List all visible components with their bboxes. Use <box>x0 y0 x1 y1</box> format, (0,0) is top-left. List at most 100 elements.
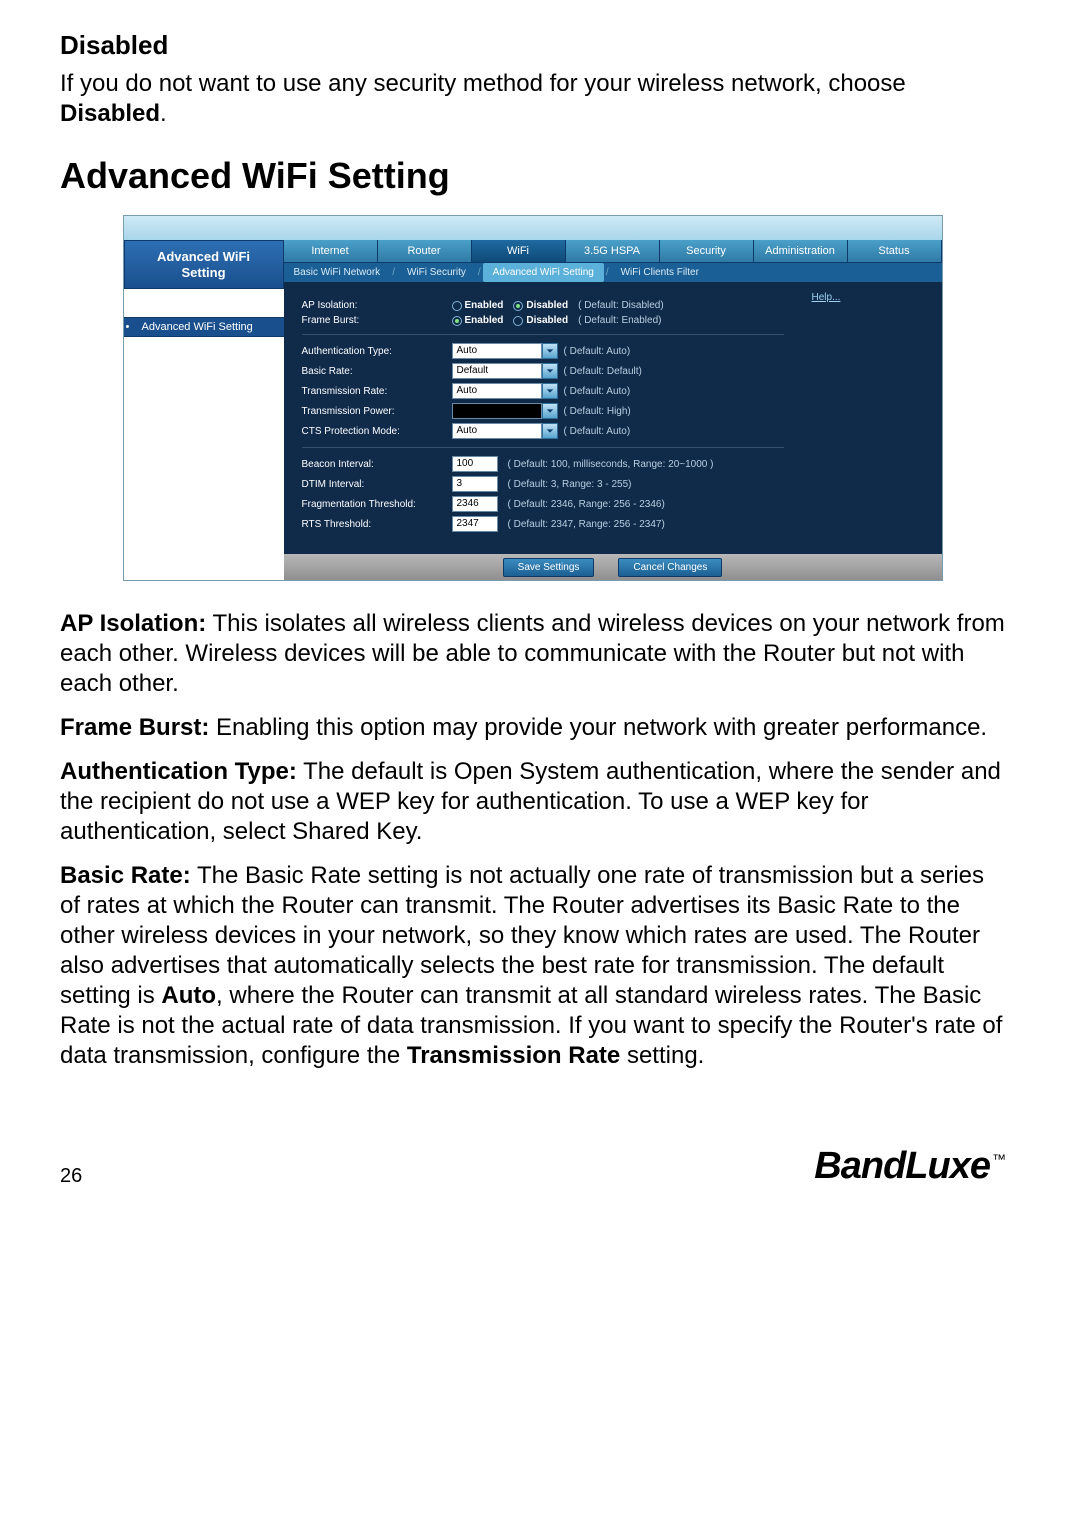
main-panel: Internet Router WiFi 3.5G HSPA Security … <box>284 240 942 580</box>
label-frag: Fragmentation Threshold: <box>302 499 452 510</box>
button-bar: Save Settings Cancel Changes <box>284 554 942 580</box>
divider <box>302 334 784 335</box>
subtab-clients-filter[interactable]: WiFi Clients Filter <box>611 263 709 282</box>
secondary-tabs: Basic WiFi Network / WiFi Security / Adv… <box>284 263 942 282</box>
default-hint: ( Default: 2346, Range: 256 - 2346) <box>508 499 665 510</box>
row-frag: Fragmentation Threshold: 2346 ( Default:… <box>302 496 784 512</box>
row-auth-type: Authentication Type: Auto ( Default: Aut… <box>302 343 784 359</box>
tab-status[interactable]: Status <box>848 240 942 263</box>
default-hint: ( Default: 100, milliseconds, Range: 20~… <box>508 459 714 470</box>
default-hint: ( Default: Auto) <box>564 386 631 397</box>
default-hint: ( Default: Auto) <box>564 346 631 357</box>
para-ap-isolation: AP Isolation: This isolates all wireless… <box>60 609 1005 699</box>
default-hint: ( Default: Disabled) <box>578 300 664 311</box>
input-dtim[interactable]: 3 <box>452 476 498 492</box>
para-label: Basic Rate: <box>60 862 191 889</box>
row-tx-power: Transmission Power: ( Default: High) <box>302 403 784 419</box>
sidebar-title: Advanced WiFi Setting <box>124 240 284 289</box>
window-titlebar <box>124 216 942 240</box>
document-page: Disabled If you do not want to use any s… <box>0 0 1065 1105</box>
left-sidebar: Advanced WiFi Setting Advanced WiFi Sett… <box>124 240 284 580</box>
subtab-basic-wifi[interactable]: Basic WiFi Network <box>284 263 391 282</box>
radio-label-enabled: Enabled <box>465 315 504 326</box>
sidebar-item-label: Advanced WiFi Setting <box>142 321 253 333</box>
sidebar-title-line1: Advanced WiFi <box>129 249 279 265</box>
chevron-down-icon[interactable] <box>542 383 558 399</box>
radio-label-enabled: Enabled <box>465 300 504 311</box>
label-tx-power: Transmission Power: <box>302 406 452 417</box>
chevron-down-icon[interactable] <box>542 423 558 439</box>
divider <box>302 447 784 448</box>
primary-tabs: Internet Router WiFi 3.5G HSPA Security … <box>284 240 942 263</box>
para-text: setting. <box>620 1042 704 1069</box>
default-hint: ( Default: 3, Range: 3 - 255) <box>508 479 632 490</box>
text: If you do not want to use any security m… <box>60 70 906 97</box>
select-basic-rate[interactable]: Default <box>452 363 542 379</box>
router-ui-screenshot: Advanced WiFi Setting Advanced WiFi Sett… <box>123 215 943 581</box>
subtab-advanced-wifi[interactable]: Advanced WiFi Setting <box>483 263 604 282</box>
radio-enabled[interactable] <box>452 301 462 311</box>
default-hint: ( Default: High) <box>564 406 631 417</box>
chevron-down-icon[interactable] <box>542 363 558 379</box>
default-hint: ( Default: 2347, Range: 256 - 2347) <box>508 519 665 530</box>
sidebar-title-line2: Setting <box>129 265 279 281</box>
input-frag[interactable]: 2346 <box>452 496 498 512</box>
trademark-icon: ™ <box>992 1151 1005 1167</box>
select-tx-rate[interactable]: Auto <box>452 383 542 399</box>
row-rts: RTS Threshold: 2347 ( Default: 2347, Ran… <box>302 516 784 532</box>
radio-label-disabled: Disabled <box>526 300 568 311</box>
save-settings-button[interactable]: Save Settings <box>503 558 595 577</box>
radio-disabled[interactable] <box>513 301 523 311</box>
disabled-paragraph: If you do not want to use any security m… <box>60 69 1005 129</box>
advanced-wifi-heading: Advanced WiFi Setting <box>60 155 1005 197</box>
row-frame-burst: Frame Burst: Enabled Disabled ( Default:… <box>302 315 784 326</box>
tab-internet[interactable]: Internet <box>284 240 378 263</box>
label-tx-rate: Transmission Rate: <box>302 386 452 397</box>
settings-form: AP Isolation: Enabled Disabled ( Default… <box>284 282 802 554</box>
label-dtim: DTIM Interval: <box>302 479 452 490</box>
tab-separator: / <box>476 263 483 282</box>
sidebar-item-advanced-wifi[interactable]: Advanced WiFi Setting <box>124 317 284 337</box>
radio-enabled[interactable] <box>452 316 462 326</box>
cancel-changes-button[interactable]: Cancel Changes <box>618 558 722 577</box>
radio-disabled[interactable] <box>513 316 523 326</box>
label-auth-type: Authentication Type: <box>302 346 452 357</box>
text-bold: Disabled <box>60 100 160 127</box>
label-rts: RTS Threshold: <box>302 519 452 530</box>
para-label: Authentication Type: <box>60 758 297 785</box>
tab-35g-hspa[interactable]: 3.5G HSPA <box>566 240 660 263</box>
tab-separator: / <box>390 263 397 282</box>
para-basic-rate: Basic Rate: The Basic Rate setting is no… <box>60 861 1005 1071</box>
input-beacon[interactable]: 100 <box>452 456 498 472</box>
tab-wifi[interactable]: WiFi <box>472 240 566 263</box>
label-basic-rate: Basic Rate: <box>302 366 452 377</box>
default-hint: ( Default: Default) <box>564 366 642 377</box>
select-tx-power[interactable] <box>452 403 542 419</box>
label-beacon: Beacon Interval: <box>302 459 452 470</box>
chevron-down-icon[interactable] <box>542 343 558 359</box>
select-auth-type[interactable]: Auto <box>452 343 542 359</box>
select-cts[interactable]: Auto <box>452 423 542 439</box>
row-dtim: DTIM Interval: 3 ( Default: 3, Range: 3 … <box>302 476 784 492</box>
para-label: AP Isolation: <box>60 610 206 637</box>
tab-router[interactable]: Router <box>378 240 472 263</box>
tab-administration[interactable]: Administration <box>754 240 848 263</box>
chevron-down-icon[interactable] <box>542 403 558 419</box>
para-text: Enabling this option may provide your ne… <box>209 714 987 741</box>
label-cts: CTS Protection Mode: <box>302 426 452 437</box>
tab-separator: / <box>604 263 611 282</box>
para-label: Frame Burst: <box>60 714 209 741</box>
default-hint: ( Default: Enabled) <box>578 315 661 326</box>
page-number: 26 <box>60 1165 82 1188</box>
tab-security[interactable]: Security <box>660 240 754 263</box>
help-link[interactable]: Help... <box>802 282 942 554</box>
input-rts[interactable]: 2347 <box>452 516 498 532</box>
row-ap-isolation: AP Isolation: Enabled Disabled ( Default… <box>302 300 784 311</box>
text: . <box>160 100 167 127</box>
subtab-wifi-security[interactable]: WiFi Security <box>397 263 476 282</box>
default-hint: ( Default: Auto) <box>564 426 631 437</box>
row-tx-rate: Transmission Rate: Auto ( Default: Auto) <box>302 383 784 399</box>
radio-label-disabled: Disabled <box>526 315 568 326</box>
page-footer: 26 BandLuxe™ <box>0 1105 1065 1208</box>
label-ap-isolation: AP Isolation: <box>302 300 452 311</box>
